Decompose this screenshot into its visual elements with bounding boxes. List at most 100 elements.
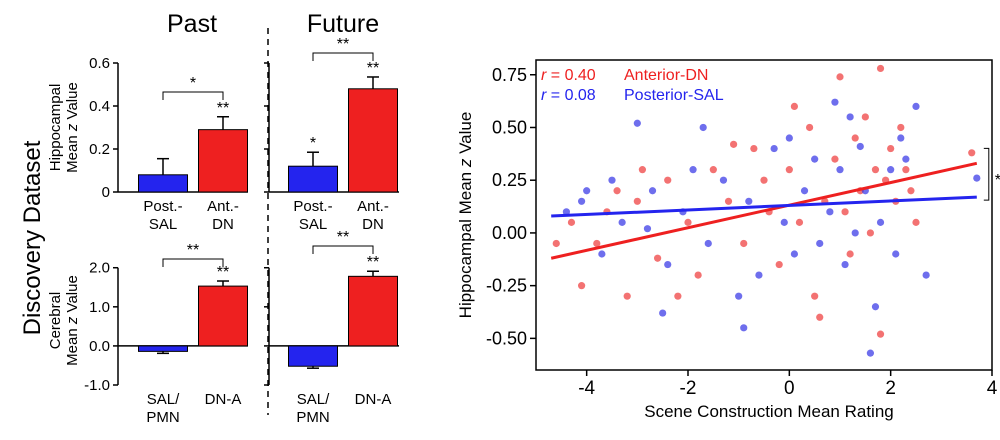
point-anterior-dn-41: [790, 102, 799, 110]
point-anterior-dn-35: [907, 187, 915, 195]
point-posterior-sal-38: [866, 349, 875, 357]
sig-label-1: **: [367, 254, 379, 271]
legend-r-symbol: r: [541, 87, 547, 104]
bar-1: [198, 129, 248, 193]
point-posterior-sal-15: [780, 218, 788, 226]
point-anterior-dn-8: [684, 218, 692, 226]
point-anterior-dn-0: [567, 218, 576, 226]
legend-r-0: r = 0.40: [541, 67, 596, 84]
point-posterior-sal-27: [876, 218, 885, 226]
point-anterior-dn-23: [841, 208, 849, 216]
point-anterior-dn-30: [876, 330, 885, 338]
y-tick-label: 0.4: [89, 98, 110, 115]
plot-frame: [535, 59, 993, 371]
point-anterior-dn-45: [876, 64, 885, 73]
point-anterior-dn-36: [912, 218, 920, 226]
bar-1: [198, 285, 248, 347]
category-label-1-0: Ant.-: [207, 198, 239, 215]
point-posterior-sal-22: [841, 260, 849, 269]
y-tick-label: 0.0: [89, 338, 110, 355]
bar-panel-cereb-past: -1.0 0.0 1.0 2.0 Cerebral Mean z Value SAL/PMN…: [47, 242, 248, 426]
point-posterior-sal-18: [811, 155, 819, 163]
bracket-label: **: [187, 242, 199, 259]
x-tick-label: -2: [680, 378, 697, 399]
point-posterior-sal-44: [856, 142, 864, 151]
point-anterior-dn-13: [750, 144, 758, 153]
point-anterior-dn-9: [694, 271, 702, 279]
point-anterior-dn-29: [871, 166, 880, 174]
y-tick-label: 0.6: [89, 55, 110, 72]
point-anterior-dn-44: [552, 239, 560, 248]
point-posterior-sal-14: [770, 144, 778, 153]
point-anterior-dn-43: [674, 292, 682, 300]
point-anterior-dn-22: [836, 73, 844, 81]
point-anterior-dn-18: [806, 123, 814, 132]
point-posterior-sal-37: [785, 134, 793, 142]
point-anterior-dn-5: [633, 197, 641, 205]
bar-0: [288, 165, 338, 193]
point-posterior-sal-29: [892, 250, 900, 258]
y-axis-label-line2: Mean z Value: [64, 82, 81, 173]
significance-bracket: [162, 258, 224, 267]
point-posterior-sal-36: [740, 324, 748, 332]
bracket-label: **: [337, 36, 349, 53]
point-anterior-dn-47: [816, 313, 824, 321]
point-posterior-sal-32: [922, 271, 930, 279]
point-posterior-sal-43: [643, 225, 652, 233]
point-posterior-sal-13: [755, 271, 763, 279]
x-tick-label: 4: [987, 378, 998, 399]
point-anterior-dn-3: [613, 187, 621, 195]
point-anterior-dn-6: [654, 254, 662, 262]
point-anterior-dn-12: [740, 239, 748, 248]
point-posterior-sal-24: [851, 229, 859, 237]
point-posterior-sal-12: [745, 197, 753, 205]
y-tick-label: -1.0: [84, 377, 110, 394]
significance-bracket: [312, 245, 374, 254]
category-label-0-1: PMN: [296, 409, 329, 426]
point-anterior-dn-16: [785, 166, 793, 174]
x-tick-label: 2: [885, 378, 896, 399]
y-axis-label-prefix: Mean: [64, 324, 81, 366]
y-axis-label-line1: Cerebral: [47, 292, 64, 350]
y-tick-label: 0.75: [492, 65, 527, 85]
point-anterior-dn-24: [846, 250, 854, 258]
point-posterior-sal-33: [973, 174, 981, 182]
point-posterior-sal-19: [816, 239, 824, 248]
y-tick-label: 0: [102, 184, 110, 201]
dataset-label: Discovery Dataset: [19, 140, 46, 335]
category-label-1-1: DN: [212, 216, 234, 233]
significance-bracket: [162, 91, 224, 100]
point-posterior-sal-26: [871, 303, 880, 311]
point-posterior-sal-5: [648, 187, 657, 195]
y-axis-label-prefix: Hippocampal Mean: [456, 167, 475, 318]
point-anterior-dn-15: [775, 260, 783, 269]
bar-panel-cereb-future: SAL/PMN ** DN-A **: [264, 229, 399, 426]
point-posterior-sal-0: [562, 208, 571, 216]
sig-label-1: **: [217, 264, 229, 281]
point-anterior-dn-1: [578, 282, 586, 290]
y-axis-label: Hippocampal Mean z Value: [456, 112, 475, 319]
legend-name-0: Anterior-DN: [624, 67, 708, 84]
point-anterior-dn-40: [730, 140, 738, 148]
point-posterior-sal-21: [836, 166, 844, 174]
category-label-1-0: DN-A: [355, 391, 392, 408]
bar-0: [138, 174, 188, 193]
y-tick-label: 0.25: [492, 170, 527, 190]
fit-line-1: [551, 195, 977, 218]
point-anterior-dn-21: [831, 155, 839, 163]
y-axis-label-italic: z: [64, 123, 81, 132]
point-posterior-sal-35: [659, 309, 667, 317]
point-posterior-sal-4: [633, 119, 641, 127]
y-tick-label: 0.00: [492, 223, 527, 243]
scatter-points: [552, 64, 981, 357]
legend-r-value: = 0.08: [546, 87, 595, 104]
y-tick-label: -0.50: [486, 328, 527, 348]
point-anterior-dn-46: [902, 166, 910, 174]
point-anterior-dn-37: [968, 149, 976, 157]
y-axis-label-line1: Hippocampal: [47, 84, 64, 172]
category-label-0-1: SAL: [149, 216, 177, 233]
bar-0: [288, 345, 338, 367]
category-label-1-0: Ant.-: [357, 198, 389, 215]
